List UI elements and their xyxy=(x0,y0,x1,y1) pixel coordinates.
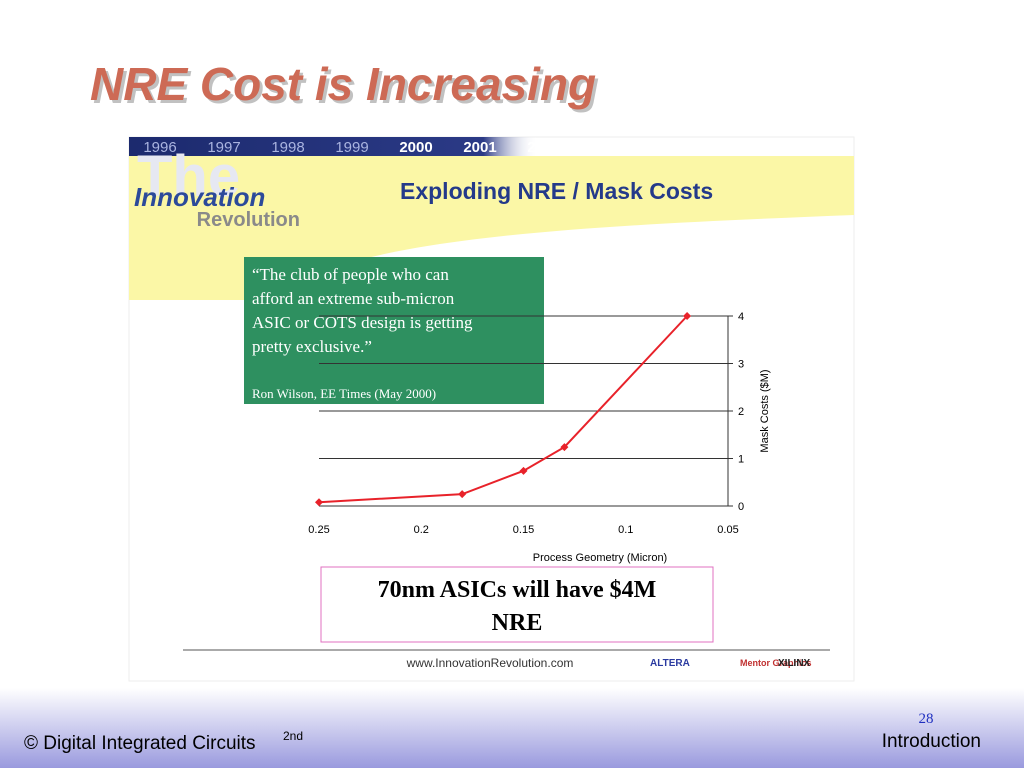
footer-left: © Digital Integrated Circuits xyxy=(24,733,256,754)
year: 2002 xyxy=(527,139,560,156)
year: 1998 xyxy=(271,139,304,156)
year: 1996 xyxy=(143,139,176,156)
url: www.InnovationRevolution.com xyxy=(406,656,574,670)
chart-title: Exploding NRE / Mask Costs xyxy=(400,178,713,204)
x-tick-label: 0.2 xyxy=(414,524,429,536)
quote-line: afford an extreme sub-micron xyxy=(252,289,455,308)
x-tick-label: 0.1 xyxy=(618,524,633,536)
footer-band xyxy=(0,688,1024,768)
logo-sub: Revolution xyxy=(197,209,300,231)
year: 1997 xyxy=(207,139,240,156)
logo-the: The xyxy=(137,144,240,209)
slide-title: NRE Cost is Increasing xyxy=(90,58,596,110)
y-tick-label: 2 xyxy=(738,406,744,418)
quote-source: Ron Wilson, EE Times (May 2000) xyxy=(252,386,436,401)
x-tick-label: 0.25 xyxy=(308,524,329,536)
y-axis-label: Mask Costs ($M) xyxy=(759,369,771,452)
quote-line: ASIC or COTS design is getting xyxy=(252,313,473,332)
year: 2001 xyxy=(463,139,496,156)
data-point xyxy=(519,466,528,475)
data-point xyxy=(458,490,467,499)
title-shadow: NRE Cost is Increasing xyxy=(93,61,599,113)
sponsor-logo: Mentor Graphics xyxy=(740,658,812,668)
callout-line: NRE xyxy=(492,610,543,636)
x-tick-label: 0.05 xyxy=(717,524,738,536)
data-point xyxy=(683,312,692,320)
y-tick-label: 4 xyxy=(738,311,744,323)
y-tick-label: 0 xyxy=(738,501,744,513)
x-axis-label: Process Geometry (Micron) xyxy=(533,552,667,564)
year: 2003 xyxy=(591,139,624,156)
quote-line: pretty exclusive.” xyxy=(252,337,372,356)
page-number: 28 xyxy=(919,711,934,727)
callout-box xyxy=(320,566,714,643)
callout-line: 70nm ASICs will have $4M xyxy=(378,577,657,603)
data-point xyxy=(560,443,569,452)
sponsor-logo: XILINX xyxy=(778,658,811,669)
data-point xyxy=(315,498,323,507)
y-tick-label: 3 xyxy=(738,359,744,371)
quote-box xyxy=(244,257,544,404)
y-tick-label: 1 xyxy=(738,454,744,466)
footer-superscript: 2nd xyxy=(283,729,303,743)
sponsor-logo: ALTERA xyxy=(650,658,690,669)
logo-main: Innovation xyxy=(134,182,265,212)
year-bar xyxy=(129,137,674,156)
year: 2000 xyxy=(399,139,432,156)
quote-line: “The club of people who can xyxy=(252,265,449,284)
footer-right: Introduction xyxy=(882,731,981,752)
x-tick-label: 0.15 xyxy=(513,524,534,536)
year: 1999 xyxy=(335,139,368,156)
